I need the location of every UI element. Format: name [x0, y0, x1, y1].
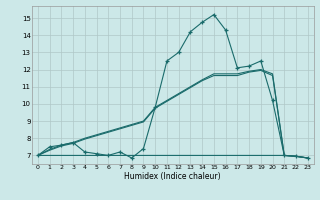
X-axis label: Humidex (Indice chaleur): Humidex (Indice chaleur) [124, 172, 221, 181]
